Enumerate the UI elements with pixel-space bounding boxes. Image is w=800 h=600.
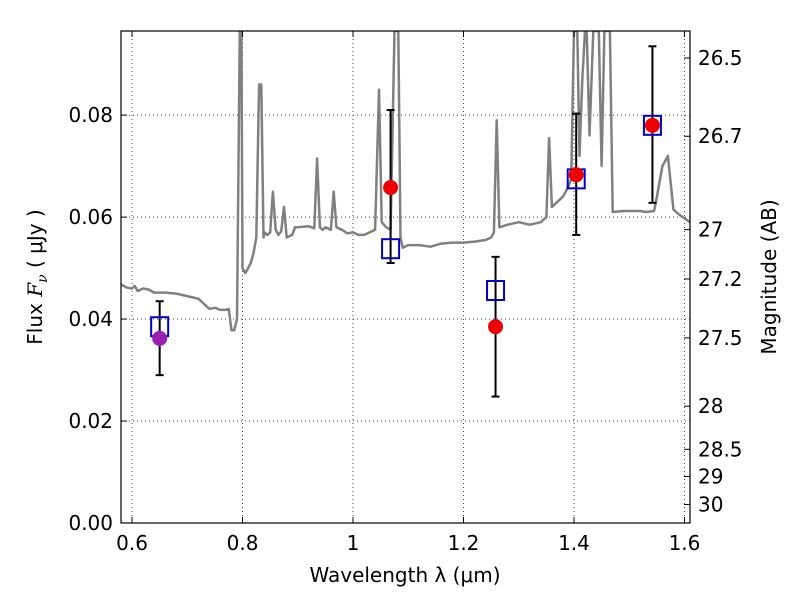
flux-point — [152, 330, 168, 346]
y-tick-label: 0.06 — [68, 205, 113, 229]
spectrum-line — [121, 31, 690, 332]
photometry-square — [642, 114, 662, 136]
flux-point — [568, 167, 584, 183]
y2-axis-ticks: 26.5 26.7 27 27.2 27.5 28 28.5 29 30 — [684, 46, 743, 516]
x-axis-label: Wavelength λ (μm) — [309, 563, 500, 587]
y2-tick-label: 29 — [698, 465, 723, 489]
y2-axis-label: Magnitude (AB) — [757, 199, 781, 354]
y-tick-label: 0.08 — [68, 103, 113, 127]
photometry-square — [381, 238, 401, 260]
y2-tick-label: 26.7 — [698, 124, 743, 148]
y2-tick-label: 27.2 — [698, 267, 743, 291]
x-tick-label: 0.6 — [116, 531, 148, 555]
y-tick-label: 0.00 — [68, 511, 113, 535]
y-axis-label: Flux Fν ( μJy ) — [23, 209, 51, 344]
y-axis-ticks: 0.00 0.02 0.04 0.06 0.08 — [68, 103, 127, 535]
flux-point — [488, 319, 504, 335]
y2-tick-label: 28 — [698, 394, 723, 418]
y2-tick-label: 27.5 — [698, 326, 743, 350]
y2-tick-label: 27 — [698, 218, 723, 242]
model-spectrum — [121, 31, 690, 332]
x-tick-label: 1.2 — [448, 531, 480, 555]
x-tick-label: 1.6 — [669, 531, 701, 555]
y2-tick-label: 26.5 — [698, 46, 743, 70]
flux-point — [644, 117, 660, 133]
x-tick-label: 1.4 — [558, 531, 590, 555]
x-axis-ticks: 0.6 0.8 1 1.2 1.4 1.6 — [116, 31, 700, 555]
x-tick-label: 0.8 — [227, 531, 259, 555]
flux-point — [383, 180, 399, 196]
y-tick-label: 0.02 — [68, 409, 113, 433]
grid-lines — [121, 31, 690, 524]
x-tick-label: 1 — [347, 531, 360, 555]
y2-tick-label: 30 — [698, 492, 723, 516]
y2-tick-label: 28.5 — [698, 437, 743, 461]
y-tick-label: 0.04 — [68, 307, 113, 331]
data-markers — [150, 114, 662, 346]
plot-frame — [120, 30, 691, 524]
photometry-square — [486, 280, 506, 302]
